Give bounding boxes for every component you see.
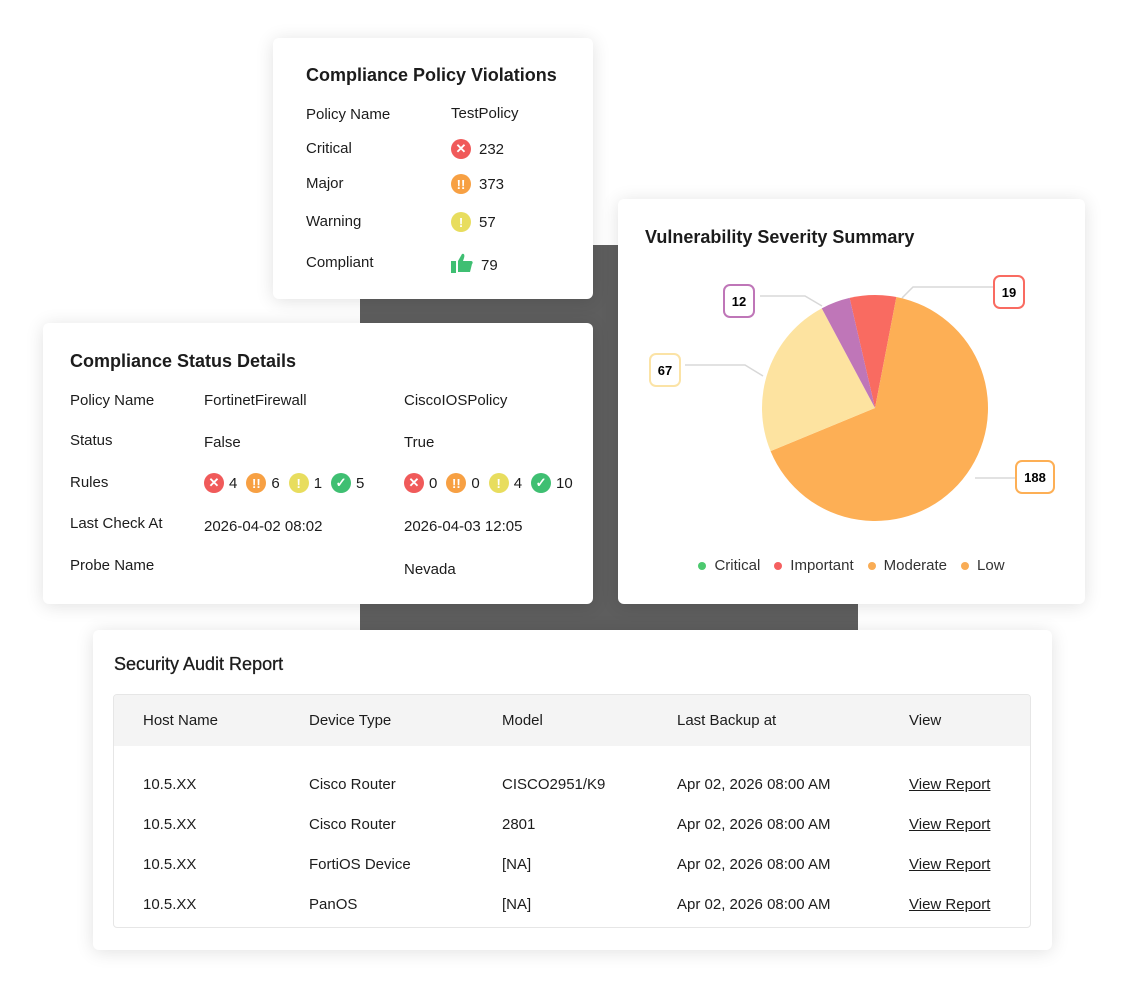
card-title: Vulnerability Severity Summary bbox=[645, 227, 915, 247]
pie-slice[interactable] bbox=[821, 297, 875, 408]
table-cell: 10.5.XX bbox=[143, 815, 197, 833]
pie-slice[interactable] bbox=[762, 308, 875, 452]
table-cell: Apr 02, 2026 08:00 AM bbox=[677, 815, 831, 833]
legend-item[interactable]: Low bbox=[961, 557, 1005, 574]
column-header: Last Backup at bbox=[648, 695, 880, 746]
last-check: 2026-04-03 12:05 bbox=[404, 518, 523, 535]
probe-name: Nevada bbox=[404, 561, 456, 578]
row-label: Compliant bbox=[306, 254, 374, 271]
status-value: False bbox=[204, 434, 241, 451]
audit-report-card: Security Audit Report Host Name Device Ty… bbox=[93, 630, 1052, 950]
leader-line bbox=[901, 286, 1000, 299]
legend-item[interactable]: Important bbox=[774, 557, 854, 574]
double-exclamation-icon: !! bbox=[451, 174, 471, 194]
card-title: Security Audit Report bbox=[114, 654, 284, 674]
table-row: 10.5.XX Cisco Router CISCO2951/K9 Apr 02, 2… bbox=[114, 746, 1030, 804]
table-cell: FortiOS Device bbox=[309, 855, 411, 873]
status-details-card: Compliance Status Details Policy Name Sta… bbox=[43, 323, 593, 604]
thumbs-up-icon bbox=[451, 253, 473, 277]
data-label-box bbox=[1015, 460, 1055, 494]
view-report-link[interactable]: View Report bbox=[909, 775, 991, 793]
exclamation-icon: ! bbox=[288, 473, 309, 493]
legend-item[interactable]: Critical bbox=[698, 557, 760, 574]
table-row: 10.5.XX PanOS [NA] Apr 02, 2026 08:00 AM Vie… bbox=[114, 884, 1030, 924]
view-report-link[interactable]: View Report bbox=[909, 895, 991, 913]
table-cell: 2801 bbox=[502, 815, 536, 833]
table-cell: Apr 02, 2026 08:00 AM bbox=[677, 895, 831, 913]
row-label: Warning bbox=[306, 213, 362, 230]
view-report-link[interactable]: View Report bbox=[909, 855, 991, 873]
table-cell: Cisco Router bbox=[309, 775, 396, 793]
legend-dot bbox=[774, 562, 783, 571]
audit-table: Host Name Device Type Model Last Backup at V… bbox=[114, 695, 1030, 924]
data-label: 19 bbox=[1002, 285, 1016, 300]
table-cell: 10.5.XX bbox=[143, 775, 197, 793]
field-label: Status bbox=[70, 432, 113, 449]
check-icon: ✓ bbox=[331, 473, 352, 493]
row-value: 79 bbox=[451, 253, 498, 277]
table-cell: Apr 02, 2026 08:00 AM bbox=[677, 855, 831, 873]
check-icon: ✓ bbox=[531, 473, 552, 493]
table-cell: Apr 02, 2026 08:00 AM bbox=[677, 775, 831, 793]
row-label: Major bbox=[306, 175, 344, 192]
row-label: Policy Name bbox=[306, 106, 391, 123]
rules-summary: ✕ 4!! 6! 1 ✓ 5 bbox=[204, 473, 368, 493]
table-cell: 10.5.XX bbox=[143, 895, 197, 913]
leader-line bbox=[685, 364, 764, 377]
table-cell: [NA] bbox=[502, 895, 532, 913]
pie-slice[interactable] bbox=[770, 297, 988, 521]
status-value: True bbox=[404, 434, 435, 451]
view-report-link[interactable]: View Report bbox=[909, 815, 991, 833]
data-label-box bbox=[993, 275, 1025, 309]
data-label: 12 bbox=[732, 294, 746, 309]
legend-dot bbox=[867, 562, 876, 571]
policy-name: FortinetFirewall bbox=[204, 392, 307, 409]
row-value: TestPolicy bbox=[451, 105, 519, 122]
row-value: !! 373 bbox=[451, 174, 504, 194]
data-label: 67 bbox=[658, 363, 672, 378]
error-icon: ✕ bbox=[404, 473, 424, 493]
rules-summary: ✕ 0!! 0! 4 ✓ 10 bbox=[404, 473, 577, 493]
column-header: Model bbox=[473, 695, 648, 746]
leader-line bbox=[760, 295, 823, 307]
data-label: 188 bbox=[1024, 470, 1046, 485]
policy-violations-card: Compliance Policy Violations Policy Name… bbox=[273, 38, 593, 299]
legend-dot bbox=[698, 562, 707, 571]
column-header: Host Name bbox=[114, 695, 280, 746]
card-title: Compliance Policy Violations bbox=[306, 65, 557, 85]
table-cell: PanOS bbox=[309, 895, 358, 913]
legend-item[interactable]: Moderate bbox=[867, 557, 947, 574]
data-label-box bbox=[649, 353, 681, 387]
table-row: 10.5.XX FortiOS Device [NA] Apr 02, 2026 08… bbox=[114, 844, 1030, 884]
column-header: Device Type bbox=[280, 695, 473, 746]
table-cell: [NA] bbox=[502, 855, 532, 873]
field-label: Policy Name bbox=[70, 392, 155, 409]
last-check: 2026-04-02 08:02 bbox=[204, 518, 323, 535]
pie-chart: 19 188 67 12 bbox=[649, 275, 1055, 521]
error-icon: ✕ bbox=[204, 473, 224, 493]
field-label: Rules bbox=[70, 474, 109, 491]
error-icon: ✕ bbox=[451, 139, 471, 159]
row-value: ! 57 bbox=[451, 212, 496, 232]
exclamation-icon: ! bbox=[488, 473, 509, 493]
field-label: Last Check At bbox=[70, 515, 163, 532]
data-label-box bbox=[723, 284, 755, 318]
legend-dot bbox=[961, 562, 970, 571]
table-cell: CISCO2951/K9 bbox=[502, 775, 606, 793]
row-label: Critical bbox=[306, 140, 352, 157]
field-label: Probe Name bbox=[70, 557, 155, 574]
card-title: Compliance Status Details bbox=[70, 351, 297, 371]
vuln-summary-card: Vulnerability Severity Summary 19 188 67 12… bbox=[618, 199, 1085, 604]
double-exclamation-icon: !! bbox=[446, 473, 467, 493]
double-exclamation-icon: !! bbox=[246, 473, 267, 493]
policy-name: CiscoIOSPolicy bbox=[404, 392, 508, 409]
exclamation-icon: ! bbox=[451, 212, 471, 232]
chart-legend: Critical Important Moderate Low bbox=[618, 557, 1085, 574]
table-cell: 10.5.XX bbox=[143, 855, 197, 873]
row-value: ✕ 232 bbox=[451, 139, 504, 159]
column-header: View bbox=[880, 695, 1030, 746]
table-row: 10.5.XX Cisco Router 2801 Apr 02, 2026 08:0… bbox=[114, 804, 1030, 844]
pie-slice[interactable] bbox=[849, 295, 897, 408]
table-cell: Cisco Router bbox=[309, 815, 396, 833]
